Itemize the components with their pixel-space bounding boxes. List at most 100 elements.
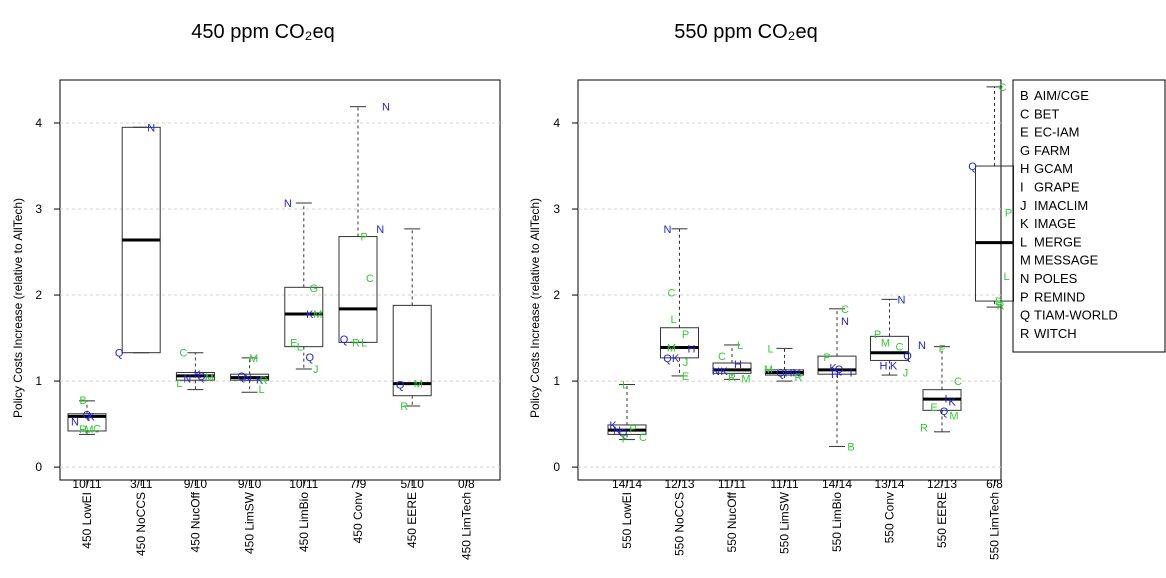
model-point-m: M	[205, 372, 214, 384]
model-point-c: C	[841, 304, 849, 316]
model-point-n: N	[376, 224, 384, 236]
legend-code: M	[1020, 253, 1031, 268]
legend-model-name: REMIND	[1034, 289, 1085, 304]
box-550-nucoff	[712, 344, 752, 380]
model-point-l: L	[297, 342, 303, 354]
interquartile-box	[660, 327, 699, 359]
model-point-j: J	[313, 364, 319, 376]
interquartile-box	[870, 335, 909, 361]
category-label: 550 LowEI	[620, 492, 634, 549]
model-point-p: P	[1005, 207, 1012, 219]
y-tick-label: 2	[35, 288, 42, 302]
model-point-k: K	[87, 411, 95, 423]
model-point-c: C	[999, 82, 1007, 94]
model-point-m: M	[741, 373, 750, 385]
legend-code: J	[1020, 198, 1027, 213]
model-point-q: Q	[968, 161, 977, 173]
y-tick-label: 3	[553, 202, 560, 216]
model-point-c: C	[93, 423, 101, 435]
model-point-c: C	[639, 432, 647, 444]
model-point-n: N	[613, 425, 621, 437]
interquartile-box	[67, 413, 107, 432]
legend-code: Q	[1020, 308, 1030, 323]
model-point-q: Q	[776, 367, 785, 379]
legend-entry: B AIM/CGE	[1020, 88, 1089, 103]
plot-frame-550	[577, 79, 1002, 481]
box-450-conv	[338, 106, 378, 343]
model-point-q: Q	[83, 410, 92, 422]
model-point-q: Q	[663, 353, 672, 365]
legend-code: I	[1020, 180, 1024, 195]
model-point-k: K	[672, 353, 680, 365]
model-point-k: K	[829, 362, 837, 374]
y-tick-label: 2	[553, 288, 560, 302]
box-550-limbio	[817, 308, 857, 447]
count-ratio-label: 3/11	[130, 477, 153, 491]
model-point-l: L	[767, 343, 773, 355]
model-point-n: N	[664, 224, 672, 236]
model-point-q: Q	[197, 371, 206, 383]
model-point-n: N	[712, 366, 720, 378]
model-point-k: K	[720, 366, 728, 378]
legend-model-name: MESSAGE	[1034, 253, 1099, 268]
model-point-h: H	[688, 343, 696, 355]
model-point-h: H	[734, 359, 742, 371]
y-tick-label: 0	[553, 460, 560, 474]
legend-code: E	[1020, 125, 1029, 140]
model-point-j: J	[903, 367, 909, 379]
count-ratio-label: 10/11	[72, 477, 101, 491]
legend-entry: Q TIAM-WORLD	[1020, 308, 1118, 323]
model-point-l: L	[361, 337, 367, 349]
model-point-f: F	[939, 343, 946, 355]
model-point-l: L	[259, 384, 265, 396]
model-point-q: Q	[396, 380, 405, 392]
interquartile-box	[392, 304, 432, 397]
model-point-m: M	[881, 337, 890, 349]
y-tick-label: 3	[35, 202, 42, 216]
category-label: 550 NucOff	[725, 491, 739, 552]
box-450-eere	[392, 228, 432, 407]
model-point-q: Q	[340, 334, 349, 346]
legend-model-name: EC-IAM	[1034, 125, 1080, 140]
legend-model-name: FARM	[1034, 143, 1070, 158]
model-point-r: R	[400, 401, 408, 413]
model-point-k: K	[948, 397, 956, 409]
model-point-e: E	[930, 402, 937, 414]
model-point-k: K	[256, 374, 264, 386]
y-axis-label-450: Policy Costs Increase (relative to AllTe…	[11, 198, 25, 418]
count-ratio-label: 7/9	[350, 477, 367, 491]
category-label: 450 NoCCS	[134, 492, 148, 556]
chart-title-550: 550 ppm CO₂eq	[674, 21, 817, 43]
box-450-nucoff	[175, 352, 215, 391]
legend-code: B	[1020, 88, 1029, 103]
count-ratio-label: 11/11	[770, 477, 799, 491]
model-point-e: E	[682, 371, 689, 383]
model-point-m: M	[313, 309, 322, 321]
legend-model-name: IMAGE	[1034, 216, 1076, 231]
model-point-n: N	[147, 122, 155, 134]
model-point-r: R	[260, 375, 268, 387]
model-point-c: C	[954, 376, 962, 388]
model-point-q: Q	[237, 371, 246, 383]
model-point-b: B	[847, 441, 854, 453]
model-point-q: Q	[306, 352, 315, 364]
legend-code: N	[1020, 271, 1029, 286]
model-point-c: C	[366, 273, 374, 285]
model-point-p: P	[360, 232, 367, 244]
count-ratio-label: 5/10	[401, 477, 425, 491]
legend-code: K	[1020, 216, 1029, 231]
category-label: 550 NoCCS	[673, 492, 687, 556]
model-point-m: M	[764, 364, 773, 376]
box-450-noccs	[121, 126, 161, 354]
count-ratio-label: 12/13	[927, 477, 957, 491]
category-label: 450 NucOff	[188, 491, 202, 552]
model-legend: B AIM/CGE C BET E EC-IAM G FARM H GCAM I GRAPE J IMAC…	[1012, 79, 1166, 353]
legend-entry: H GCAM	[1020, 161, 1073, 176]
model-point-b: B	[79, 395, 86, 407]
category-label: 550 LimTech	[988, 492, 1002, 560]
y-tick-label: 0	[35, 460, 42, 474]
model-point-p: P	[823, 352, 830, 364]
legend-model-name: GRAPE	[1034, 180, 1080, 195]
legend-entry: P REMIND	[1020, 289, 1085, 304]
